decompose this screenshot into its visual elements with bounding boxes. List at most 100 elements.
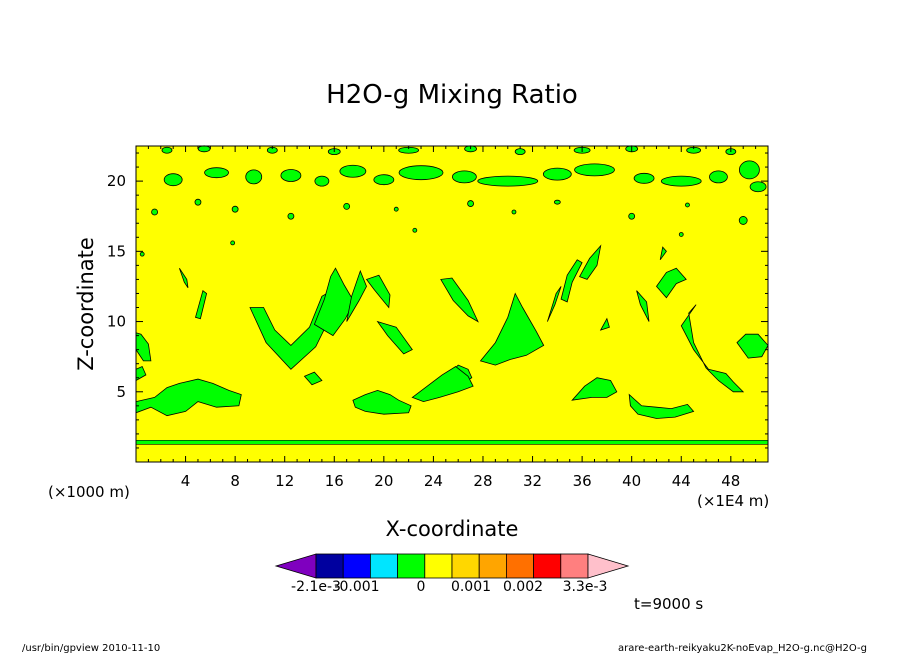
x-tick-label: 8	[230, 472, 240, 490]
x-tick-label: 16	[325, 472, 344, 490]
small-moist-patch	[685, 202, 690, 208]
colorbar-swatch	[560, 553, 589, 579]
footer-left: /usr/bin/gpview 2010-11-10	[22, 643, 160, 654]
small-moist-patch	[738, 216, 748, 225]
colorbar-label: -2.1e-3	[291, 579, 341, 595]
small-moist-patch	[343, 202, 351, 210]
upper-moist-patch	[163, 173, 183, 187]
x-axis-label: X-coordinate	[386, 517, 519, 541]
mid-level-streak	[655, 267, 687, 299]
y-ticks: 5 10 15 20	[107, 152, 768, 449]
y-axis-label: Z-coordinate	[74, 237, 98, 371]
colorbar-swatch	[315, 553, 344, 579]
upper-moist-patch	[245, 169, 263, 185]
colorbar-swatch	[533, 553, 562, 579]
x-offset-unit-label: (×1000 m)	[48, 483, 130, 501]
upper-moist-patch	[451, 170, 477, 184]
low-level-band	[135, 440, 769, 445]
y-tick-label: 15	[107, 242, 126, 260]
plot-frame	[135, 145, 769, 463]
upper-moist-patch	[339, 164, 367, 178]
x-tick-label: 4	[181, 472, 191, 490]
top-moist-patch	[161, 146, 173, 154]
small-moist-patch	[553, 199, 561, 205]
small-moist-patch	[151, 208, 158, 216]
top-moist-patch	[197, 145, 211, 153]
colorbar-swatch	[478, 553, 507, 579]
small-moist-patch	[628, 212, 636, 220]
y-tick-label: 10	[107, 313, 126, 331]
upper-moist-patch	[749, 181, 767, 193]
colorbar-label: 0.002	[503, 579, 543, 595]
upper-moist-patch	[398, 165, 444, 181]
upper-moist-patch	[373, 174, 395, 186]
upper-moist-patch	[633, 172, 655, 184]
colorbar-label: 3.3e-3	[563, 579, 608, 595]
mid-level-streak	[599, 317, 610, 331]
upper-moist-patch	[280, 169, 302, 182]
colorbar-swatch	[369, 553, 398, 579]
mid-level-streak	[560, 259, 583, 303]
upper-moist-patch	[739, 160, 760, 180]
upper-moist-patch	[542, 167, 572, 181]
small-moist-patch	[467, 200, 474, 207]
x-tick-label: 12	[275, 472, 294, 490]
colorbar-label: 0	[417, 579, 426, 595]
colorbar-swatch	[424, 553, 453, 579]
mid-level-streak	[313, 267, 355, 337]
lower-moist-patch	[571, 377, 618, 401]
lower-moist-patch	[303, 371, 323, 386]
small-moist-patch	[678, 232, 684, 237]
colorbar-swatch	[397, 553, 426, 579]
colorbar-label: -0.001	[334, 579, 379, 595]
small-moist-patch	[231, 205, 239, 213]
x-tick-label: 28	[473, 472, 492, 490]
colorbar-swatch	[451, 553, 480, 579]
small-moist-patch	[287, 212, 295, 220]
small-moist-patch	[139, 251, 145, 257]
colorbar-high-extend	[587, 553, 630, 579]
upper-moist-patch	[477, 175, 539, 187]
lower-moist-patch	[352, 389, 412, 415]
small-moist-patch	[230, 240, 236, 246]
y-tick-label: 20	[107, 172, 126, 190]
upper-moist-patch	[314, 175, 330, 187]
mid-level-streak	[440, 277, 479, 323]
upper-moist-patch	[204, 167, 229, 179]
x-tick-label: 32	[523, 472, 542, 490]
small-moist-patch	[412, 227, 418, 233]
colorbar-swatch	[342, 553, 371, 579]
footer-right: arare-earth-reikyaku2K-noEvap_H2O-g.nc@H…	[618, 643, 867, 654]
mid-level-streak	[659, 246, 667, 261]
small-moist-patch	[194, 198, 202, 206]
small-moist-patch	[393, 206, 399, 212]
contour-regions	[135, 145, 769, 445]
mid-level-streak	[636, 290, 650, 322]
small-moist-patch	[511, 209, 517, 215]
x-tick-label: 40	[622, 472, 641, 490]
time-label: t=9000 s	[634, 595, 703, 613]
mid-level-streak	[376, 320, 413, 355]
top-moist-patch	[514, 148, 526, 156]
x-tick-label: 24	[424, 472, 443, 490]
mid-level-streak	[479, 292, 545, 366]
mid-level-streak	[346, 269, 367, 322]
x-tick-label: 36	[573, 472, 592, 490]
upper-moist-patch	[709, 170, 728, 184]
lower-moist-patch	[628, 393, 695, 419]
chart-title: H2O-g Mixing Ratio	[326, 80, 578, 110]
mid-level-streak	[365, 274, 391, 309]
mid-level-streak	[579, 244, 602, 280]
y-tick-label: 5	[116, 383, 126, 401]
x-scale-unit-label: (×1E4 m)	[697, 492, 769, 510]
mid-level-streak	[547, 286, 562, 322]
colorbar-label: 0.001	[451, 579, 491, 595]
colorbar-low-extend	[274, 553, 317, 579]
upper-moist-patch	[574, 163, 615, 177]
x-tick-label: 20	[374, 472, 393, 490]
x-tick-label: 48	[721, 472, 740, 490]
lower-moist-patch	[135, 378, 242, 417]
x-tick-label: 44	[672, 472, 691, 490]
